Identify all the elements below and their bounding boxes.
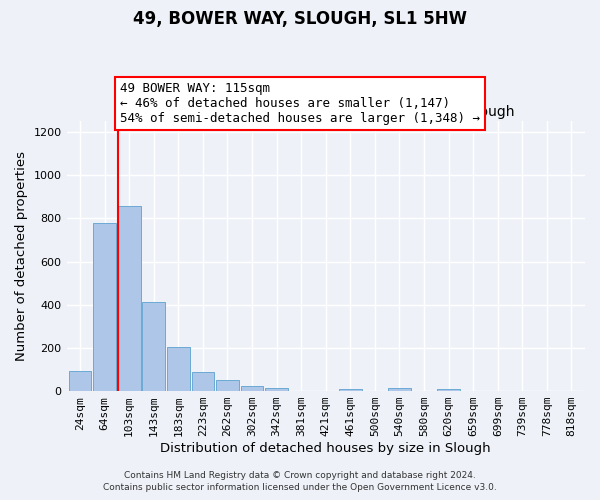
Bar <box>388 388 411 391</box>
X-axis label: Distribution of detached houses by size in Slough: Distribution of detached houses by size … <box>160 442 491 455</box>
Bar <box>69 370 91 391</box>
Bar <box>167 347 190 391</box>
Bar <box>241 386 263 391</box>
Y-axis label: Number of detached properties: Number of detached properties <box>15 151 28 361</box>
Bar <box>142 302 165 391</box>
Bar <box>216 380 239 391</box>
Bar <box>265 388 288 391</box>
Text: 49 BOWER WAY: 115sqm
← 46% of detached houses are smaller (1,147)
54% of semi-de: 49 BOWER WAY: 115sqm ← 46% of detached h… <box>121 82 481 124</box>
Title: Size of property relative to detached houses in Slough: Size of property relative to detached ho… <box>137 105 515 119</box>
Bar <box>94 223 116 391</box>
Text: Contains HM Land Registry data © Crown copyright and database right 2024.
Contai: Contains HM Land Registry data © Crown c… <box>103 471 497 492</box>
Bar <box>437 388 460 391</box>
Bar <box>339 389 362 391</box>
Bar <box>118 206 140 391</box>
Text: 49, BOWER WAY, SLOUGH, SL1 5HW: 49, BOWER WAY, SLOUGH, SL1 5HW <box>133 10 467 28</box>
Bar <box>191 372 214 391</box>
